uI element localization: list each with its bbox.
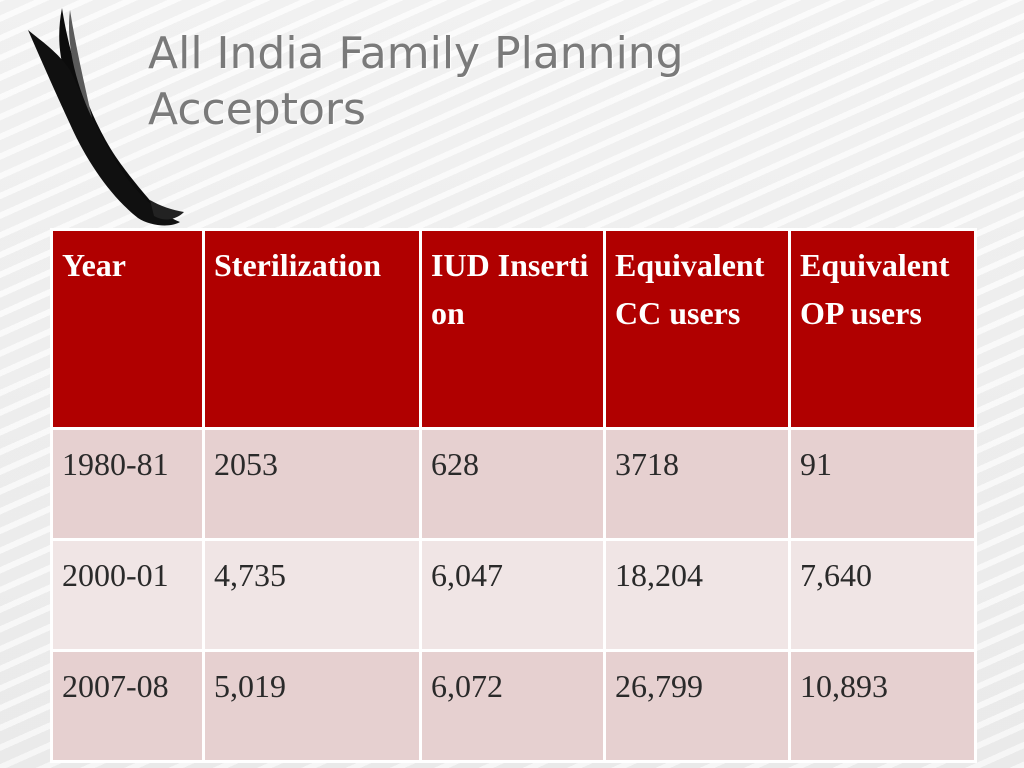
cell-equivalent-cc-users: 3718: [603, 427, 791, 541]
cell-equivalent-cc-users: 18,204: [603, 538, 791, 652]
cell-sterilization: 2053: [202, 427, 422, 541]
header-equivalent-cc-users: Equivalent CC users: [603, 228, 791, 430]
table-header-row: Year Sterilization IUD Insertion Equival…: [50, 228, 977, 430]
cell-iud-insertion: 628: [419, 427, 606, 541]
cell-sterilization: 5,019: [202, 649, 422, 763]
cell-year: 2000-01: [50, 538, 205, 652]
header-sterilization: Sterilization: [202, 228, 422, 430]
cell-equivalent-cc-users: 26,799: [603, 649, 791, 763]
acceptors-table: Year Sterilization IUD Insertion Equival…: [50, 228, 977, 763]
acceptors-table-container: Year Sterilization IUD Insertion Equival…: [50, 228, 977, 763]
cell-iud-insertion: 6,072: [419, 649, 606, 763]
table-row: 1980-81 2053 628 3718 91: [50, 427, 977, 541]
black-swirl-ribbon: [28, 8, 184, 756]
cell-equivalent-op-users: 91: [788, 427, 977, 541]
table-row: 2007-08 5,019 6,072 26,799 10,893: [50, 649, 977, 763]
cell-equivalent-op-users: 10,893: [788, 649, 977, 763]
slide-title: All India Family Planning Acceptors: [148, 28, 684, 135]
cell-sterilization: 4,735: [202, 538, 422, 652]
cell-iud-insertion: 6,047: [419, 538, 606, 652]
header-iud-insertion: IUD Insertion: [419, 228, 606, 430]
cell-equivalent-op-users: 7,640: [788, 538, 977, 652]
cell-year: 2007-08: [50, 649, 205, 763]
cell-year: 1980-81: [50, 427, 205, 541]
header-equivalent-op-users: Equivalent OP users: [788, 228, 977, 430]
table-row: 2000-01 4,735 6,047 18,204 7,640: [50, 538, 977, 652]
header-year: Year: [50, 228, 205, 430]
